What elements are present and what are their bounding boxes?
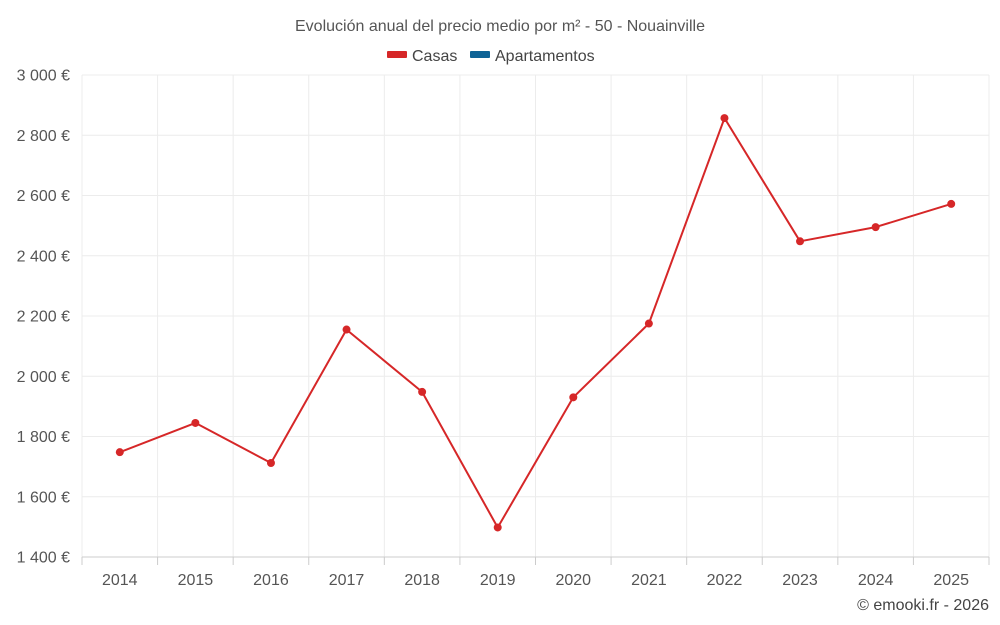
x-tick-label: 2020: [555, 572, 591, 589]
x-axis-ticks: 2014 2015 2016 2017 2018 2019 2020 2021 2022 2023…: [102, 572, 969, 589]
legend-item-apartamentos[interactable]: Apartamentos: [470, 48, 595, 65]
y-tick-label: 2 800 €: [17, 128, 70, 145]
data-point-casas-2024[interactable]: [871, 223, 880, 232]
data-point-casas-2020[interactable]: [569, 393, 578, 402]
x-tick-label: 2023: [782, 572, 818, 589]
data-point-casas-2018[interactable]: [418, 387, 427, 396]
y-tick-label: 2 200 €: [17, 309, 70, 326]
y-tick-label: 3 000 €: [17, 68, 70, 85]
data-point-casas-2021[interactable]: [644, 319, 653, 328]
x-tick-label: 2017: [329, 572, 365, 589]
legend: Casas Apartamentos: [387, 48, 595, 65]
y-tick-label: 1 800 €: [17, 429, 70, 446]
x-tick-label: 2024: [858, 572, 894, 589]
axes: [81, 556, 990, 565]
data-point-casas-2022[interactable]: [720, 114, 729, 123]
x-tick-label: 2019: [480, 572, 516, 589]
data-point-casas-2019[interactable]: [493, 523, 502, 532]
legend-label-casas: Casas: [412, 48, 457, 65]
x-tick-label: 2021: [631, 572, 667, 589]
data-point-casas-2023[interactable]: [796, 237, 805, 246]
x-tick-label: 2015: [178, 572, 214, 589]
data-point-casas-2017[interactable]: [342, 325, 351, 334]
y-tick-label: 1 600 €: [17, 489, 70, 506]
legend-label-apartamentos: Apartamentos: [495, 48, 595, 65]
y-tick-label: 1 400 €: [17, 550, 70, 567]
y-axis-ticks: 1 400 € 1 600 € 1 800 € 2 000 € 2 200 € 2 400…: [17, 68, 70, 567]
series: [115, 114, 956, 532]
data-point-casas-2014[interactable]: [115, 448, 124, 457]
legend-swatch-casas: [387, 51, 407, 58]
chart-title: Evolución anual del precio medio por m² …: [295, 18, 705, 35]
legend-item-casas[interactable]: Casas: [387, 48, 457, 65]
x-tick-label: 2025: [933, 572, 969, 589]
series-line-casas: [119, 117, 952, 529]
grid: [81, 74, 990, 557]
y-tick-label: 2 600 €: [17, 188, 70, 205]
data-point-casas-2016[interactable]: [266, 459, 275, 468]
legend-swatch-apartamentos: [470, 51, 490, 58]
y-tick-label: 2 400 €: [17, 248, 70, 265]
y-tick-label: 2 000 €: [17, 369, 70, 386]
x-tick-label: 2016: [253, 572, 289, 589]
x-tick-label: 2022: [707, 572, 743, 589]
credit-text: © emooki.fr - 2026: [857, 597, 989, 614]
data-point-casas-2025[interactable]: [947, 199, 956, 208]
x-tick-label: 2014: [102, 572, 138, 589]
x-tick-label: 2018: [404, 572, 440, 589]
data-point-casas-2015[interactable]: [191, 418, 200, 427]
